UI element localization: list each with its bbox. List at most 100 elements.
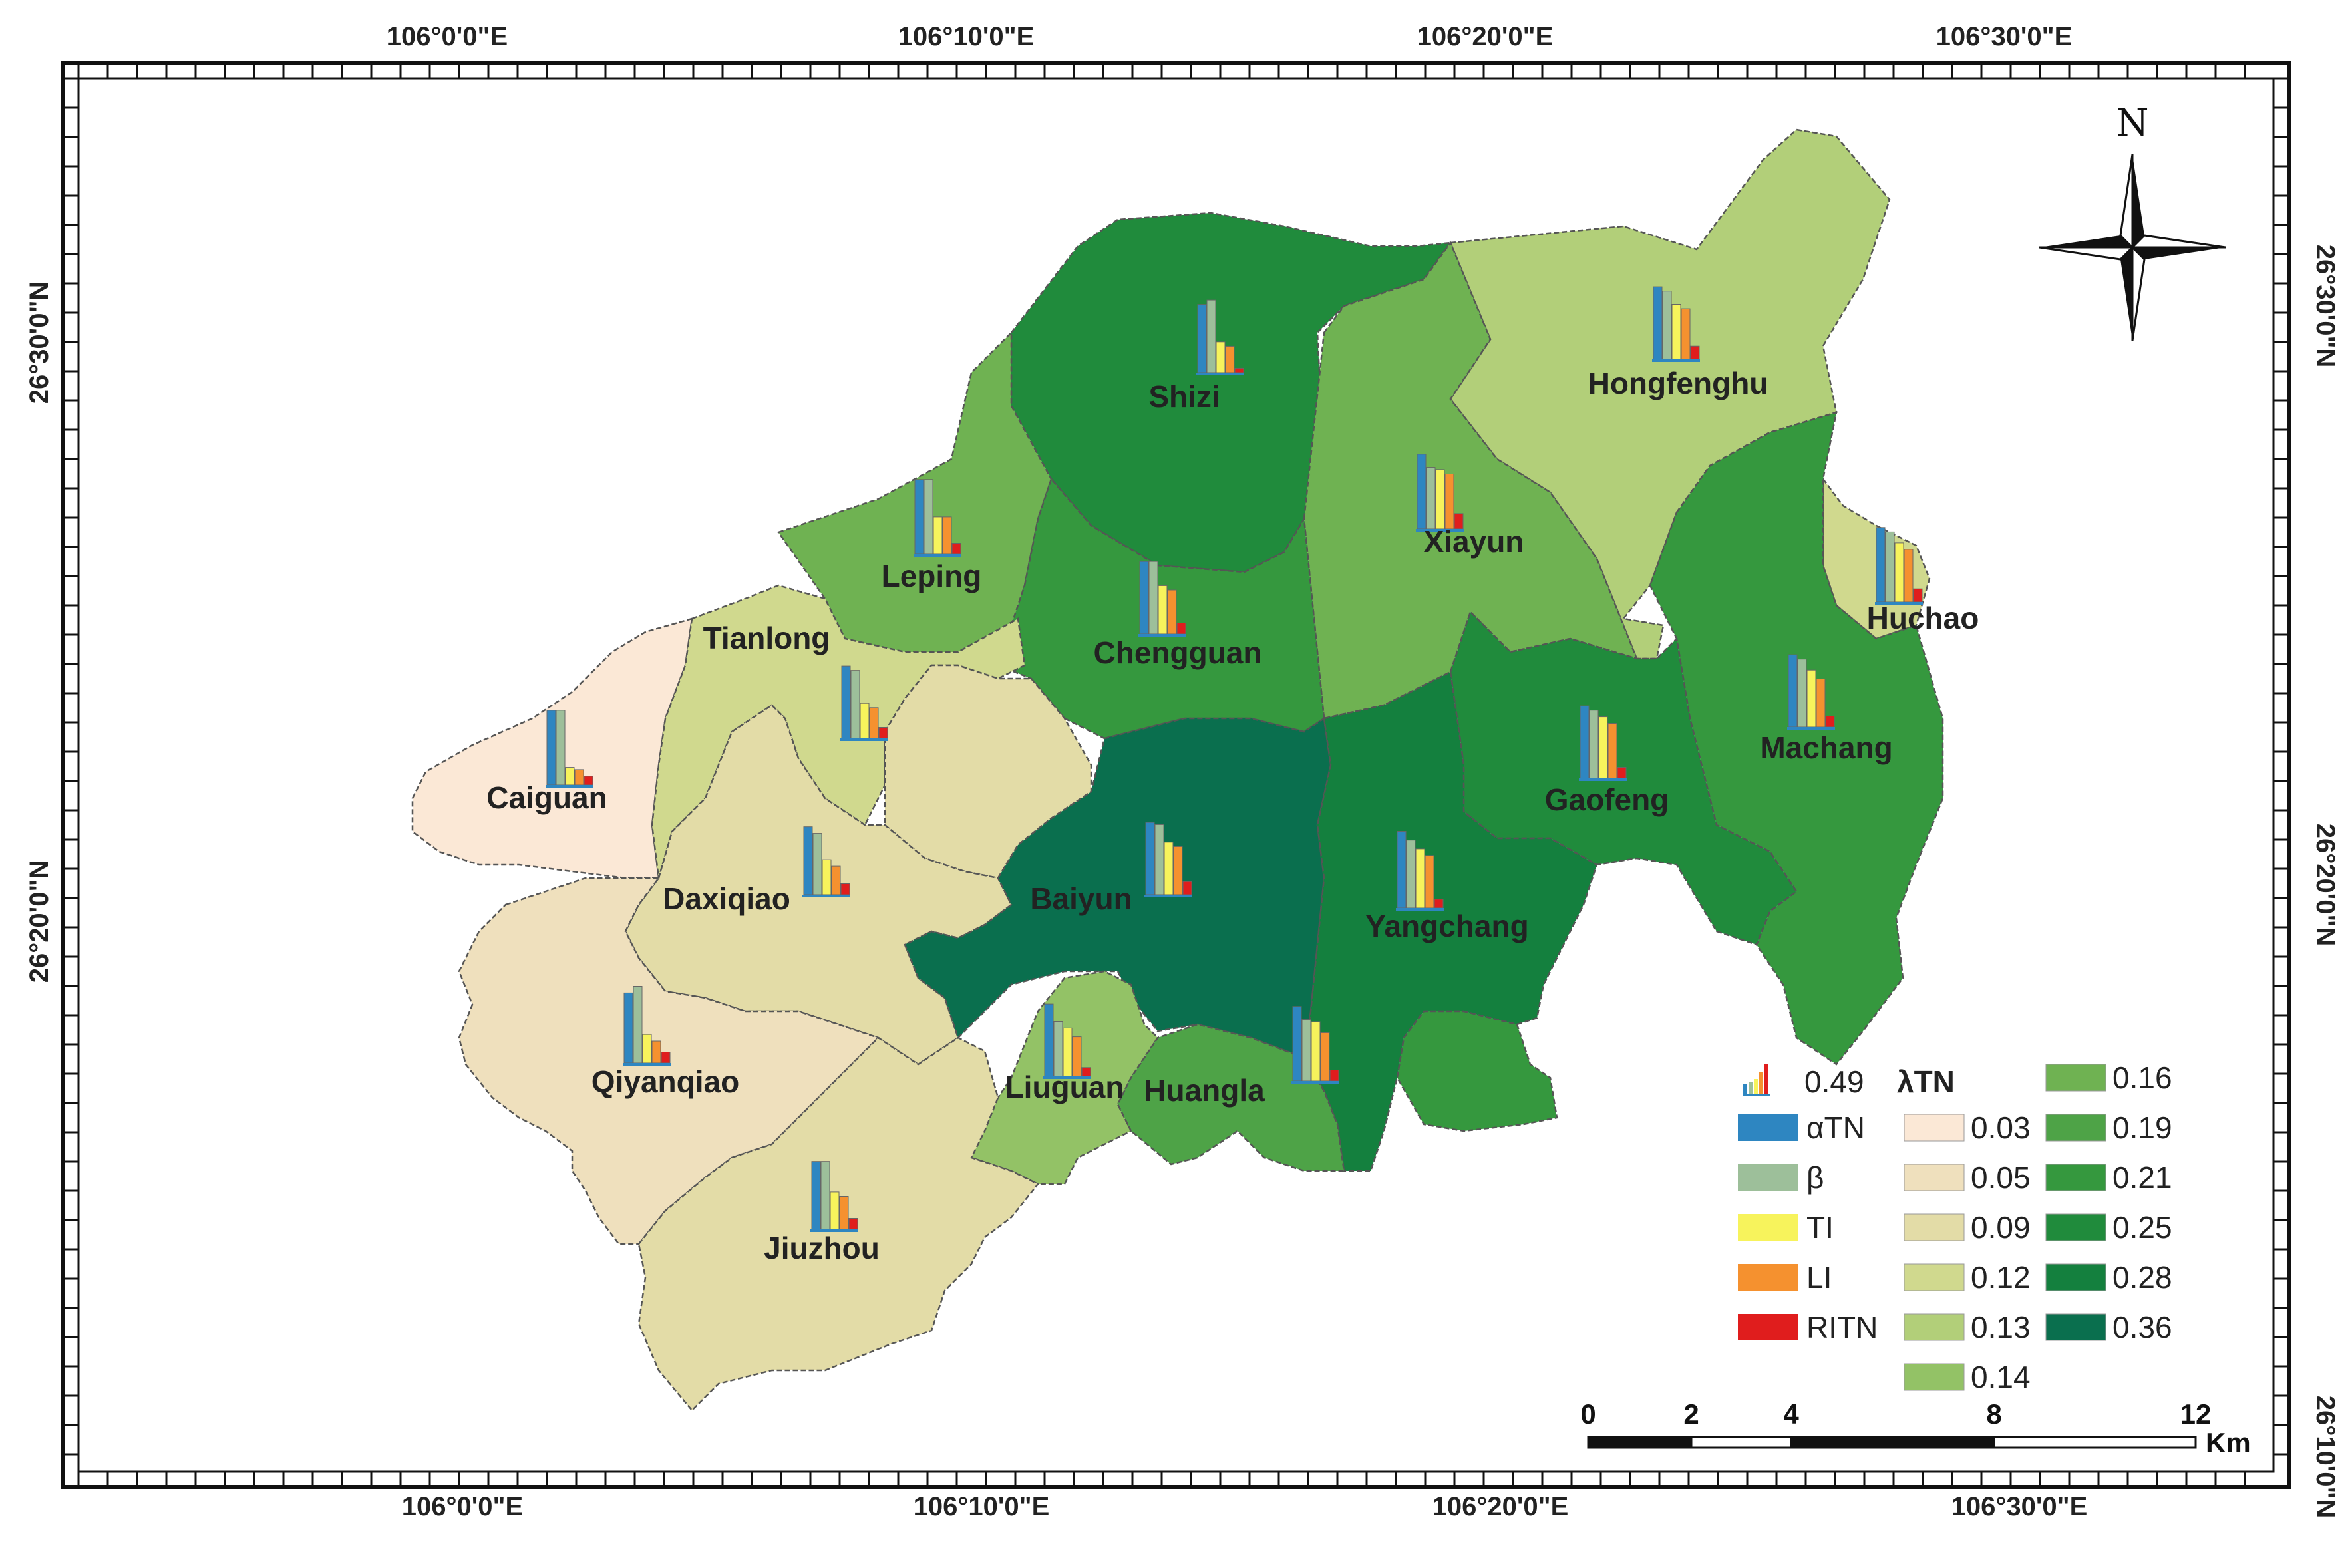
town-chart-qiyanqiao [623, 986, 671, 1066]
map-frame [61, 61, 2291, 1489]
north-arrow-icon: N [2039, 102, 2226, 341]
town-chart-leping [914, 479, 961, 557]
bar-β [1301, 1019, 1311, 1082]
scale-segment [1690, 1436, 1792, 1449]
bar-LI [1173, 846, 1183, 895]
bar-RITN [1182, 881, 1192, 895]
legend-class-swatch [2045, 1213, 2106, 1241]
legend-bar-label: RITN [1806, 1310, 1878, 1344]
bar-TI [1216, 341, 1226, 373]
bar-TI [933, 516, 943, 555]
chart-baseline [914, 554, 961, 557]
bar-RITN [1434, 899, 1444, 909]
bar-TI [1894, 542, 1904, 603]
bar-RITN [661, 1052, 671, 1064]
town-chart-huangla [1291, 1006, 1339, 1084]
bar-TI [822, 859, 832, 895]
bar-αTN [841, 665, 851, 739]
left-coord-label: 26°30'0"N [25, 281, 54, 404]
town-label-baiyun: Baiyun [1030, 881, 1132, 916]
region-southeast [1396, 1010, 1558, 1132]
chart-baseline [1416, 529, 1464, 532]
legend-chart-max: 0.49 [1804, 1064, 1864, 1099]
scale-segment [1790, 1436, 1995, 1449]
bar-β [1053, 1021, 1063, 1077]
town-label-huchao: Huchao [1867, 601, 1979, 635]
town-chart-gaofeng [1579, 705, 1627, 781]
scale-bar: 0 2 4 8 12 Km [1580, 1398, 2250, 1458]
bottom-coord-label: 106°0'0"E [402, 1492, 523, 1521]
bar-RITN [840, 883, 850, 895]
legend-class-swatch [2045, 1313, 2106, 1341]
top-coord-label: 106°30'0"E [1936, 22, 2073, 51]
chart-baseline [1144, 895, 1192, 897]
top-coord-label: 106°20'0"E [1417, 22, 1554, 51]
bar-β [633, 986, 643, 1064]
legend-bar-label: αTN [1806, 1110, 1865, 1145]
chart-baseline [802, 895, 850, 897]
legend-bar-label: β [1806, 1160, 1824, 1195]
town-chart-chengguan [1138, 561, 1186, 637]
bar-LI [831, 865, 841, 895]
bar-β [1589, 710, 1599, 779]
bar-αTN [803, 826, 813, 895]
town-chart-xiayun [1416, 454, 1464, 532]
chart-baseline [1138, 634, 1186, 637]
town-label-daxiqiao: Daxiqiao [663, 881, 790, 916]
town-label-machang: Machang [1760, 730, 1892, 765]
legend-lambda-title: λTN [1897, 1064, 1955, 1099]
region-huangla [1116, 1023, 1345, 1172]
bar-αTN [1653, 286, 1663, 360]
bar-αTN [1417, 454, 1427, 530]
bar-β [1797, 659, 1807, 728]
bar-αTN [1876, 527, 1886, 603]
legend-class-label: 0.36 [2112, 1310, 2172, 1344]
bar-RITN [1234, 367, 1244, 373]
bar-β [812, 833, 822, 895]
bar-LI [839, 1196, 849, 1230]
bar-αTN [914, 479, 924, 555]
scale-tick-label: 4 [1783, 1398, 1799, 1430]
bar-RITN [1825, 716, 1835, 728]
legend-class-swatch [2045, 1164, 2106, 1191]
chart-baseline [546, 785, 593, 788]
legend-bar-label: LI [1806, 1260, 1832, 1295]
town-chart-machang [1787, 654, 1835, 730]
right-coord-label: 26°20'0"N [2311, 824, 2340, 947]
town-label-chengguan: Chengguan [1094, 635, 1262, 670]
legend-class-swatch [1904, 1363, 1965, 1391]
left-coord-label: 26°20'0"N [25, 860, 54, 983]
bar-αTN [546, 710, 556, 786]
town-label-yangchang: Yangchang [1365, 909, 1528, 943]
bar-β [850, 670, 860, 739]
bar-RITN [1329, 1070, 1339, 1082]
bar-TI [1415, 848, 1425, 909]
frame-ticks [63, 63, 2289, 1487]
town-label-leping: Leping [882, 559, 982, 593]
bar-LI [1444, 474, 1454, 530]
bar-RITN [1617, 767, 1627, 779]
legend-class-swatch [1904, 1213, 1965, 1241]
town-chart-huchao [1875, 527, 1923, 605]
town-label-liuguan: Liuguan [1005, 1070, 1124, 1104]
bar-αTN [1292, 1006, 1302, 1082]
north-label: N [2116, 102, 2149, 145]
town-chart-yangchang [1396, 831, 1444, 911]
legend-class-swatch [1904, 1263, 1965, 1291]
scale-tick-label: 12 [2180, 1398, 2212, 1430]
bar-TI [1435, 469, 1445, 530]
bar-αTN [1145, 822, 1155, 895]
town-labels: Shizi Hongfenghu Leping Xiayun Chengguan… [486, 366, 1979, 1265]
bar-LI [1320, 1032, 1330, 1082]
chart-baseline [810, 1229, 858, 1232]
bar-αTN [1580, 705, 1590, 779]
town-chart-baiyun [1144, 822, 1192, 897]
town-label-gaofeng: Gaofeng [1545, 782, 1669, 817]
legend-class-swatch [2045, 1064, 2106, 1092]
bar-LI [942, 516, 952, 555]
bar-LI [869, 707, 879, 739]
town-label-xiayun: Xiayun [1424, 524, 1524, 559]
bar-LI [1425, 855, 1434, 909]
